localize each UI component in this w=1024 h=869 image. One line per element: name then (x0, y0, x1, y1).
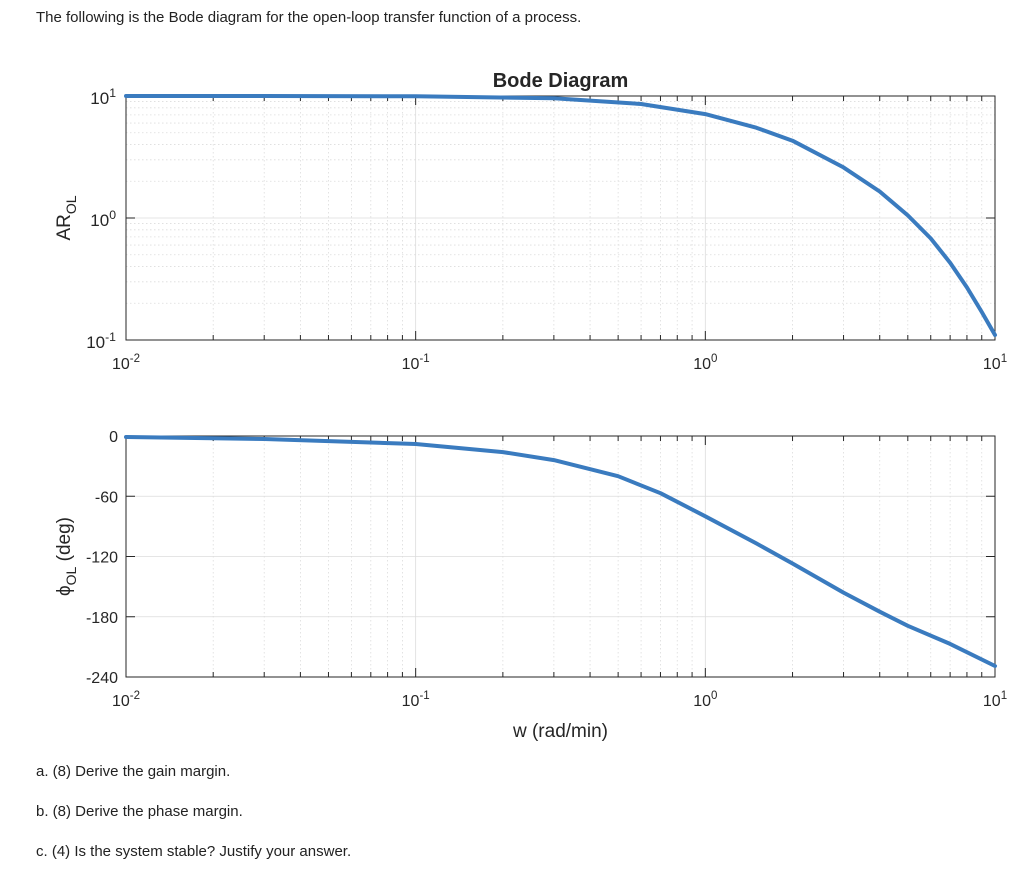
y-tick-label: -180 (86, 610, 118, 627)
y-tick-label: -60 (95, 489, 118, 506)
chart-title: Bode Diagram (493, 70, 629, 92)
y-tick-label: 0 (109, 429, 118, 446)
y-axis-label: AROL (54, 195, 79, 240)
y-tick-label: 100 (90, 208, 116, 230)
x-tick-label: 10-1 (402, 690, 430, 710)
x-tick-label: 100 (693, 690, 717, 710)
x-tick-label: 10-2 (112, 690, 140, 710)
y-tick-label: 10-1 (86, 330, 116, 352)
magnitude-curve (124, 94, 997, 337)
x-tick-label: 10-1 (402, 353, 430, 373)
question-c: c. (4) Is the system stable? Justify you… (36, 843, 352, 860)
problem-intro: The following is the Bode diagram for th… (36, 9, 582, 26)
y-tick-label: 101 (90, 86, 116, 108)
x-axis-label: w (rad/min) (512, 721, 608, 742)
x-tick-label: 100 (693, 353, 717, 373)
question-a: a. (8) Derive the gain margin. (36, 763, 231, 780)
x-tick-label: 101 (983, 690, 1007, 710)
x-tick-label: 10-2 (112, 353, 140, 373)
y-tick-label: -120 (86, 550, 118, 567)
question-b: b. (8) Derive the phase margin. (36, 803, 243, 820)
phase-curve (124, 435, 997, 668)
y-axis-label: ϕOL (deg) (54, 517, 79, 596)
x-tick-label: 101 (983, 353, 1007, 373)
y-tick-label: -240 (86, 670, 118, 687)
